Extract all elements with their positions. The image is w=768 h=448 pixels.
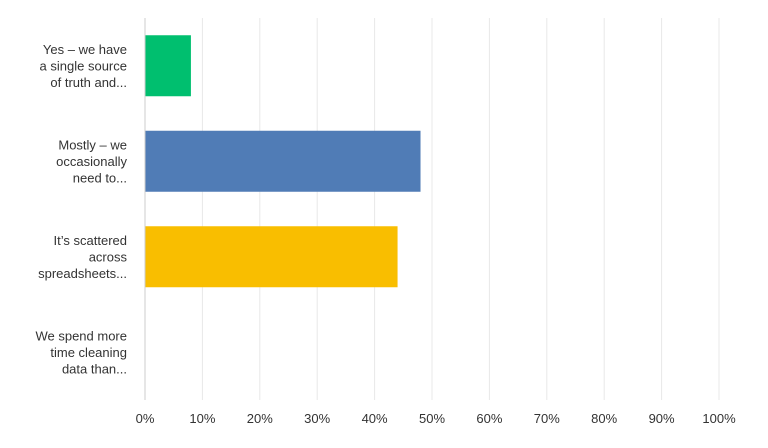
category-label-line: need to... [73, 170, 127, 185]
x-tick-label: 10% [189, 411, 215, 426]
bar [145, 35, 191, 97]
category-label-line: We spend more [35, 328, 127, 343]
x-tick-label: 90% [649, 411, 675, 426]
x-tick-label: 60% [476, 411, 502, 426]
category-label: We spend more time cleaning data than... [35, 328, 127, 376]
category-label-line: spreadsheets... [38, 266, 127, 281]
x-tick-label: 70% [534, 411, 560, 426]
category-label-line: occasionally [56, 154, 127, 169]
x-tick-label: 50% [419, 411, 445, 426]
bars [145, 35, 421, 288]
category-label-line: of truth and... [50, 75, 127, 90]
x-tick-labels: 0% 10% 20% 30% 40% 50% 60% 70% 80% 90% 100% [136, 411, 736, 426]
x-tick-label: 0% [136, 411, 155, 426]
category-label: It’s scattered across spreadsheets... [38, 233, 127, 281]
category-label-line: It’s scattered [54, 233, 127, 248]
x-tick-label: 30% [304, 411, 330, 426]
x-tick-label: 20% [247, 411, 273, 426]
category-label-line: Mostly – we [58, 137, 127, 152]
x-tick-label: 80% [591, 411, 617, 426]
category-label-line: data than... [62, 361, 127, 376]
x-tick-label: 40% [362, 411, 388, 426]
category-label-line: across [89, 249, 128, 264]
x-tick-label: 100% [702, 411, 736, 426]
category-label: Mostly – we occasionally need to... [56, 137, 127, 185]
bar [145, 226, 398, 288]
gridlines [201, 18, 720, 400]
bar [145, 130, 421, 192]
category-label-line: a single source [40, 58, 127, 73]
category-labels: Yes – we have a single source of truth and… [35, 42, 127, 377]
category-label: Yes – we have a single source of truth and… [40, 42, 127, 90]
category-label-line: time cleaning [50, 345, 127, 360]
category-label-line: Yes – we have [43, 42, 127, 57]
